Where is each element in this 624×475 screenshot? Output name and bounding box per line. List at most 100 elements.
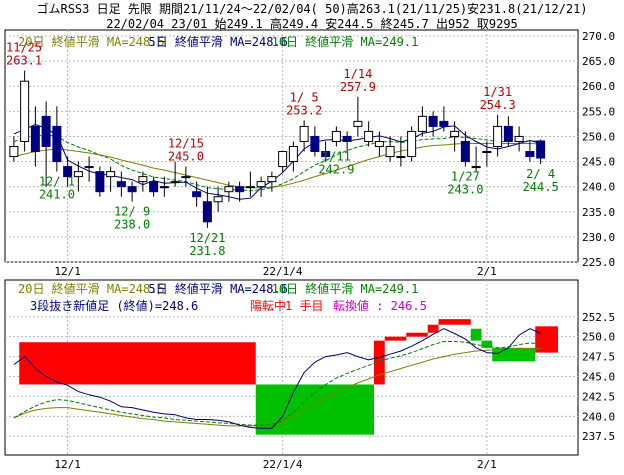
candle-body (493, 125, 503, 147)
candle-body (396, 156, 406, 159)
low-annotation-value: 238.0 (114, 218, 150, 232)
break-step: 1 手目 (285, 299, 323, 313)
ma5-line (13, 328, 541, 429)
break-brick (384, 336, 407, 341)
y-tick-label: 240.0 (582, 410, 615, 423)
break-brick (19, 342, 256, 385)
high-annotation-value: 253.2 (286, 103, 322, 117)
break-brick (481, 340, 493, 348)
low-annotation-date: 1/11 (322, 149, 351, 163)
low-annotation-value: 241.0 (39, 188, 75, 202)
candle-body (525, 151, 535, 158)
candle-body (278, 151, 288, 168)
break-brick (427, 324, 439, 333)
candle-body (30, 125, 40, 153)
candle-body (321, 151, 331, 158)
legend-entry: 20日 終値平滑 MA=248.5 (18, 34, 165, 49)
candle-body (181, 176, 191, 179)
break-brick (535, 326, 558, 353)
y-tick-label: 225.0 (582, 256, 615, 269)
low-annotation-value: 244.5 (523, 180, 559, 194)
break-brick (438, 319, 471, 325)
high-annotation-date: 12/15 (168, 137, 204, 151)
y-tick-label: 235.0 (582, 206, 615, 219)
low-annotation-date: 1/27 (451, 170, 480, 184)
x-tick-label: 22/1/4 (263, 458, 303, 471)
candle-body (514, 135, 524, 142)
y-tick-label: 237.5 (582, 430, 615, 443)
candle-body (407, 130, 417, 158)
candle-body (364, 130, 374, 142)
candle-body (63, 166, 73, 178)
high-annotation-value: 254.3 (480, 98, 516, 112)
break-brick (406, 332, 428, 337)
y-tick-label: 270.0 (582, 30, 615, 43)
low-annotation-date: 12/21 (189, 231, 225, 245)
low-annotation-date: 12/ 9 (114, 205, 150, 219)
legend-entry: 20日 終値平滑 MA=248.5 (18, 281, 165, 296)
candle-body (84, 166, 94, 169)
candle-body (52, 125, 62, 163)
candle-body (149, 181, 159, 193)
legend-entry: 10日 終値平滑 MA=249.1 (272, 281, 419, 296)
break-info-label: 3段抜き新値足 (終値)=248.6 (30, 298, 198, 313)
candle-body (138, 176, 148, 183)
x-tick-label: 12/1 (54, 458, 81, 471)
y-tick-label: 260.0 (582, 80, 615, 93)
low-annotation-value: 243.0 (447, 183, 483, 197)
high-annotation-date: 11/25 (6, 41, 42, 55)
candle-body (374, 140, 384, 147)
y-tick-label: 250.0 (582, 130, 615, 143)
candle-body (385, 145, 395, 158)
candle-body (9, 145, 19, 158)
candle-body (417, 115, 427, 132)
candle-body (288, 145, 298, 163)
break-status: 陽転中 (250, 298, 286, 313)
y-tick-label: 252.5 (582, 311, 615, 324)
candle-body (482, 151, 492, 154)
candle-body (170, 181, 180, 184)
low-annotation-date: 2/ 4 (526, 167, 555, 181)
high-annotation-value: 245.0 (168, 150, 204, 164)
candle-body (299, 125, 309, 142)
break-brick (470, 328, 482, 341)
candle-body (224, 186, 234, 193)
y-tick-label: 247.5 (582, 351, 615, 364)
candle-body (460, 140, 470, 163)
x-tick-label: 12/1 (54, 265, 81, 278)
y-tick-label: 250.0 (582, 331, 615, 344)
candle-body (503, 125, 513, 142)
candle-body (536, 140, 546, 159)
ma20-line (13, 348, 541, 427)
candle-body (428, 115, 438, 127)
candle-body (73, 171, 83, 178)
candle-body (450, 130, 460, 137)
y-tick-label: 245.0 (582, 156, 615, 169)
break-brick (374, 340, 385, 385)
legend-entry: 10日 終値平滑 MA=249.1 (272, 34, 419, 49)
ma10-line (13, 134, 541, 192)
chart-title: ゴムRSS3 日足 先限 期間21/11/24～22/02/04( 50)高26… (36, 2, 588, 16)
high-annotation-date: 1/ 5 (290, 90, 319, 104)
x-tick-label: 22/1/4 (263, 265, 303, 278)
candle-body (245, 186, 255, 189)
y-tick-label: 265.0 (582, 55, 615, 68)
candle-body (235, 186, 245, 193)
chart-subtitle: 22/02/04 23/01 始249.1 高249.4 安244.5 終245… (106, 17, 518, 31)
y-tick-label: 230.0 (582, 231, 615, 244)
candle-body (310, 135, 320, 153)
legend-entry: 5日 終値平滑 MA=248.6 (148, 281, 287, 296)
candle-body (41, 115, 51, 147)
candle-body (256, 181, 266, 188)
candle-body (202, 201, 212, 223)
y-tick-label: 242.5 (582, 390, 615, 403)
candle-body (116, 181, 126, 188)
y-tick-label: 255.0 (582, 105, 615, 118)
low-annotation-date: 12/ 1 (39, 175, 75, 189)
high-annotation-date: 1/31 (483, 85, 512, 99)
candle-body (439, 120, 449, 127)
candle-body (127, 186, 137, 193)
y-tick-label: 245.0 (582, 371, 615, 384)
reversal-value: 転換値 : 246.5 (333, 298, 427, 313)
